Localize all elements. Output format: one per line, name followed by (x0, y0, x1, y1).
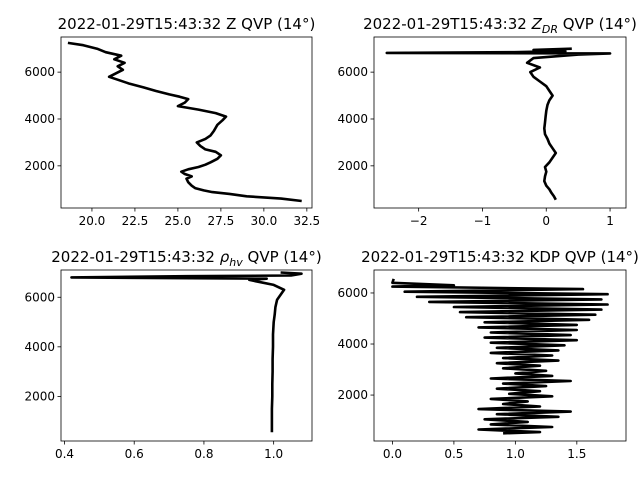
title-prefix: 2022-01-29T15:43:32 (51, 248, 219, 266)
y-tick-label: 2000 (337, 159, 368, 173)
y-tick-label: 2000 (24, 159, 55, 173)
y-tick-label: 6000 (337, 286, 368, 300)
title-symbol: ρ (220, 248, 230, 266)
y-tick-label: 2000 (337, 388, 368, 402)
y-tick-label: 4000 (24, 340, 55, 354)
panel-title: 2022-01-29T15:43:32 KDP QVP (14°) (361, 248, 639, 266)
panel-4: 2022-01-29T15:43:32 KDP QVP (14°) 0.0 0.5 1… (337, 248, 638, 461)
panel-title: 2022-01-29T15:43:32 ρhv QVP (14°) (51, 248, 321, 269)
x-tick-label: 0.0 (383, 447, 402, 461)
panel-3: 2022-01-29T15:43:32 ρhv QVP (14°) 0.4 0.6 0… (24, 248, 321, 461)
title-prefix: 2022-01-29T15:43:32 (363, 15, 531, 33)
series-line-1 (67, 41, 302, 203)
panel-title: 2022-01-29T15:43:32 Z QVP (14°) (58, 15, 316, 33)
x-tick-label: 1.0 (264, 447, 283, 461)
axes-frame (373, 36, 627, 209)
x-tick-label: 0.4 (55, 447, 74, 461)
title-symbol-subscript: hv (229, 256, 243, 269)
axes-frame (60, 269, 313, 442)
y-tick-label: 4000 (337, 337, 368, 351)
x-tick-label: 1.5 (567, 447, 586, 461)
y-tick-label: 6000 (337, 65, 368, 79)
series-line-1 (70, 271, 303, 433)
x-tick-label: −1 (474, 214, 492, 228)
panel-title: 2022-01-29T15:43:32 ZDR QVP (14°) (363, 15, 637, 36)
title-symbol-subscript: DR (542, 23, 558, 36)
panel-1: 2022-01-29T15:43:32 Z QVP (14°) 20.0 22.5 2… (24, 15, 320, 228)
title-suffix: QVP (14°) (558, 15, 637, 33)
x-tick-label: 0.6 (125, 447, 144, 461)
x-tick-label: 1.0 (506, 447, 525, 461)
y-tick-label: 4000 (24, 112, 55, 126)
series-line-1 (391, 278, 609, 435)
title-suffix: QVP (14°) (243, 248, 322, 266)
panel-2: 2022-01-29T15:43:32 ZDR QVP (14°) −2 −1 0 1 2… (337, 15, 636, 228)
x-tick-label: 0 (542, 214, 550, 228)
x-tick-label: −2 (410, 214, 428, 228)
y-tick-label: 2000 (24, 389, 55, 403)
title-symbol: Z (531, 15, 543, 33)
y-tick-label: 6000 (24, 65, 55, 79)
x-tick-label: 1 (606, 214, 614, 228)
x-tick-label: 22.5 (122, 214, 149, 228)
y-tick-label: 6000 (24, 290, 55, 304)
x-tick-label: 20.0 (79, 214, 106, 228)
x-tick-label: 0.8 (194, 447, 213, 461)
series-line-1 (385, 47, 612, 201)
y-tick-label: 4000 (337, 112, 368, 126)
x-tick-label: 27.5 (208, 214, 235, 228)
x-tick-label: 32.5 (293, 214, 320, 228)
x-tick-label: 0.5 (444, 447, 463, 461)
x-tick-label: 30.0 (251, 214, 278, 228)
axes-frame (60, 36, 313, 209)
axes-frame (373, 269, 627, 442)
x-tick-label: 25.0 (165, 214, 192, 228)
